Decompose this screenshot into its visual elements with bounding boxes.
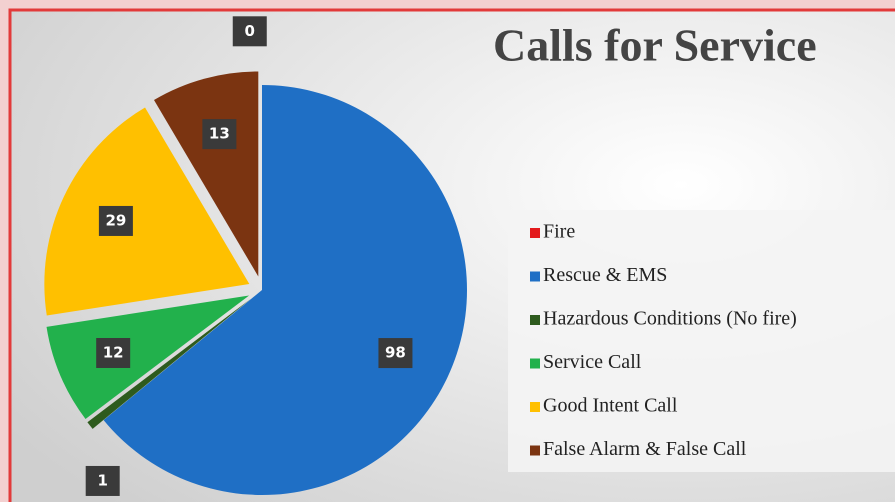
legend-swatch [530,358,540,369]
data-label: 0 [245,22,255,40]
legend-label: Service Call [543,351,642,373]
legend-swatch [530,402,540,412]
pie-slice [44,107,250,316]
pie-slice [46,295,250,419]
legend-box [508,210,895,472]
legend-swatch [530,271,540,282]
data-label: 12 [103,343,124,361]
pie-slice [103,85,468,495]
legend-swatch [530,315,540,325]
legend-label: False Alarm & False Call [543,438,747,460]
legend-swatch [530,228,540,238]
label-box [96,337,131,368]
data-label: 13 [209,125,230,143]
legend-label: Rescue & EMS [543,264,667,286]
label-box [202,119,237,150]
data-label: 98 [385,344,406,362]
label-box [232,16,267,47]
legend-label: Good Intent Call [543,395,678,417]
data-label: 29 [105,211,126,229]
data-label: 1 [97,471,107,489]
label-box [378,338,413,369]
legend-swatch [530,445,540,456]
pie-slice [87,298,252,429]
label-box [85,465,120,496]
chart-title: Calls for Service [493,20,817,71]
legend-label: Hazardous Conditions (No fire) [543,308,797,330]
legend-label: Fire [543,221,575,243]
label-box [98,205,133,236]
